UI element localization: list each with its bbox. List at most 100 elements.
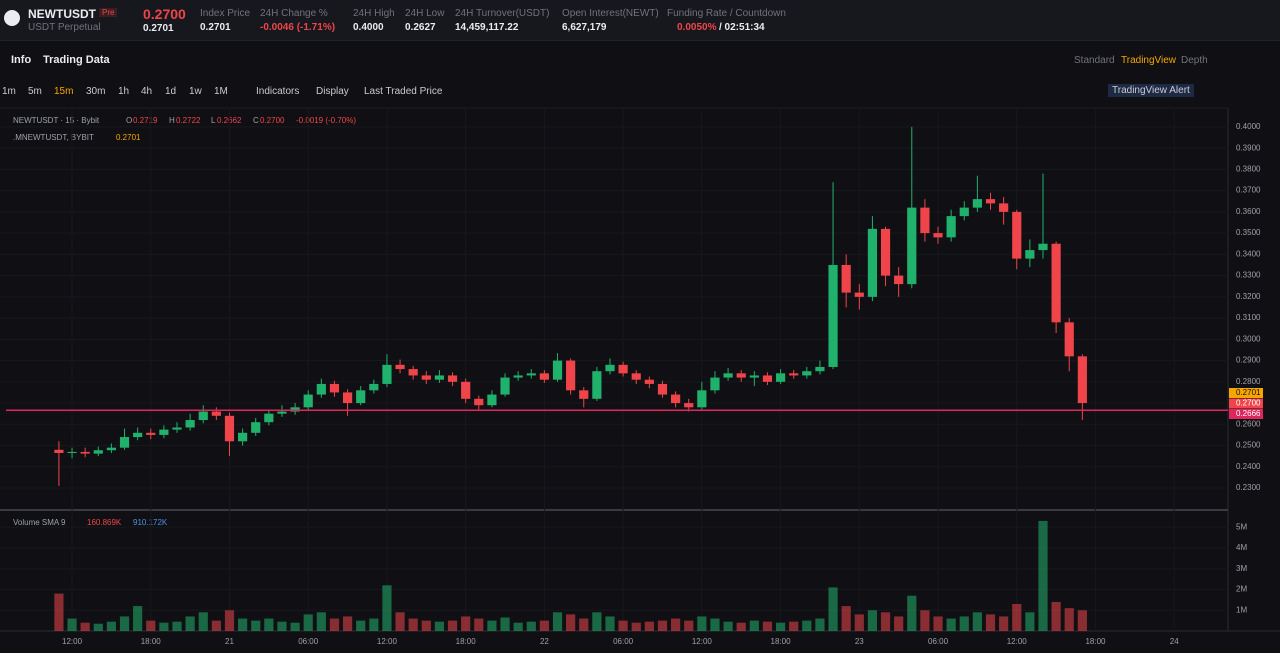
volume-bar	[1064, 608, 1074, 631]
volume-bar	[329, 618, 340, 631]
candle-body	[644, 379, 654, 384]
candle-body	[251, 422, 261, 433]
interval[interactable]: 4h	[141, 86, 153, 97]
volume-bar	[972, 612, 982, 631]
interval[interactable]: 1m	[2, 86, 16, 97]
volume-bar	[198, 612, 208, 631]
volume-bar	[618, 620, 628, 631]
volume-bar	[907, 595, 917, 631]
volume-bar	[185, 616, 195, 631]
toolbar-button[interactable]: Display	[316, 86, 349, 97]
volume-bar	[526, 621, 536, 631]
y-tick-label: 0.2900	[1236, 356, 1261, 365]
y-tick-label: 0.3800	[1236, 165, 1261, 174]
volume-bar	[841, 606, 851, 631]
stat-value: 0.2627	[405, 22, 436, 33]
volume-bar	[80, 622, 90, 631]
v-tick-label: 3M	[1236, 564, 1247, 573]
volume-bar	[644, 621, 654, 631]
interval[interactable]: 1d	[165, 86, 177, 97]
alert-button[interactable]: TradingView Alert	[1108, 84, 1194, 97]
candle-body	[684, 403, 694, 408]
stat-label: 24H High	[353, 8, 395, 19]
candle-body	[920, 207, 930, 234]
price-tag	[1229, 388, 1263, 398]
x-tick-label: 18:00	[141, 637, 162, 646]
candle-body	[762, 375, 773, 382]
interval[interactable]: 15m	[54, 86, 74, 97]
stat-label: 24H Change %	[260, 8, 328, 19]
legend-o: 0.2719	[133, 116, 158, 125]
volume-bar	[671, 618, 681, 631]
view[interactable]: Depth	[1181, 55, 1208, 66]
stat-value: 6,627,179	[562, 22, 607, 33]
price-tag-label: 0.2701	[1236, 388, 1261, 397]
candle-body	[828, 264, 838, 367]
candle-body	[395, 364, 405, 370]
stat-label: Index Price	[200, 8, 251, 19]
candle-body	[329, 383, 340, 393]
candle-body	[238, 432, 248, 442]
volume-bar	[985, 614, 996, 631]
x-tick-label: 12:00	[62, 637, 83, 646]
view[interactable]: Standard	[1074, 55, 1115, 66]
candle-body	[290, 407, 300, 412]
price-tag-label: 0.2700	[1236, 399, 1261, 408]
x-tick-label: 06:00	[613, 637, 634, 646]
y-tick-label: 0.3400	[1236, 249, 1261, 258]
candle-body	[434, 375, 445, 380]
tab[interactable]: Info	[11, 54, 32, 66]
candle-body	[408, 369, 418, 376]
view[interactable]: TradingView	[1121, 55, 1177, 66]
candle-body	[119, 437, 130, 448]
volume-bar	[579, 618, 589, 631]
symbol[interactable]: NEWTUSDT	[28, 7, 96, 21]
volume-bar	[552, 612, 563, 631]
v-tick-label: 5M	[1236, 522, 1247, 531]
candle-body	[802, 371, 812, 376]
x-tick-label: 22	[540, 637, 549, 646]
y-tick-label: 0.2500	[1236, 441, 1261, 450]
candle-body	[736, 373, 746, 378]
stat-extra: / 02:51:34	[719, 22, 765, 33]
x-tick-label: 18:00	[1085, 637, 1106, 646]
candle-body	[382, 364, 392, 384]
stat-value: 0.0050%	[677, 22, 717, 33]
interval[interactable]: 30m	[86, 86, 106, 97]
volume-bar	[500, 617, 510, 631]
x-tick-label: 06:00	[298, 637, 319, 646]
legend-h: H	[169, 116, 175, 125]
volume-bar	[277, 621, 287, 631]
volume-bar	[539, 620, 549, 631]
candle-body	[933, 233, 943, 238]
tab[interactable]: Trading Data	[43, 54, 110, 66]
candle-body	[198, 411, 208, 421]
candle-body	[841, 264, 851, 293]
volume-bar	[369, 618, 379, 631]
candle-body	[671, 394, 681, 404]
last-price: 0.2700	[143, 6, 186, 22]
volume-bar	[894, 616, 904, 631]
legend-c: C	[253, 116, 259, 125]
candle-body	[894, 275, 904, 285]
interval[interactable]: 1h	[118, 86, 130, 97]
interval[interactable]: 1w	[189, 86, 202, 97]
y-tick-label: 0.2800	[1236, 377, 1261, 386]
candle-body	[775, 373, 786, 382]
candle-body	[1025, 250, 1035, 259]
toolbar-button[interactable]: Last Traded Price	[364, 86, 443, 97]
volume-bar	[592, 612, 602, 631]
price-tag	[1229, 398, 1263, 409]
volume-bar	[684, 620, 694, 631]
interval[interactable]: 1M	[214, 86, 228, 97]
candle-body	[867, 228, 878, 297]
x-tick-label: 12:00	[377, 637, 398, 646]
toolbar-button[interactable]: Indicators	[256, 86, 300, 97]
x-tick-label: 06:00	[928, 637, 949, 646]
volume-bar	[119, 616, 130, 631]
candle-body	[224, 415, 235, 442]
candle-body	[618, 364, 628, 374]
interval[interactable]: 5m	[28, 86, 42, 97]
y-tick-label: 0.3500	[1236, 228, 1261, 237]
candle-body	[959, 207, 969, 217]
